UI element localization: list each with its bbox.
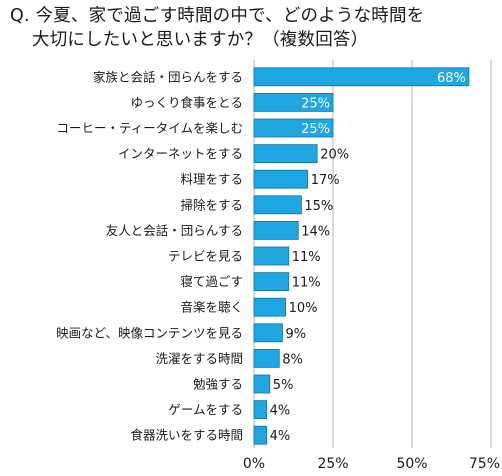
bar-11: [253, 323, 283, 343]
category-label-8: テレビを見る: [168, 249, 243, 264]
value-label-13: 5%: [273, 378, 294, 393]
value-label-2: 25%: [301, 96, 330, 111]
bar-7: [253, 220, 299, 240]
category-label-3: コーヒー・ティータイムを楽しむ: [56, 121, 243, 136]
value-label-8: 11%: [292, 250, 321, 265]
bar-14: [253, 400, 268, 420]
category-label-12: 洗濯をする時間: [155, 351, 243, 366]
category-label-10: 音楽を聴く: [180, 300, 243, 315]
bar-5: [253, 169, 309, 189]
category-label-15: 食器洗いをする時間: [130, 428, 243, 443]
bar-8: [253, 246, 290, 266]
value-label-6: 15%: [304, 199, 333, 214]
bars: [253, 67, 470, 445]
bar-1: [253, 67, 470, 87]
category-label-1: 家族と会話・団らんをする: [93, 69, 243, 84]
bar-3: [253, 118, 334, 138]
value-label-3: 25%: [301, 122, 330, 137]
category-label-6: 掃除をする: [180, 197, 243, 212]
value-labels: 68% 25% 25% 20% 17% 15% 14% 11% 11% 10% 9% 8% 5% 4% 4%: [270, 71, 466, 444]
bar-6: [253, 195, 302, 215]
bar-4: [253, 144, 318, 164]
value-label-4: 20%: [320, 148, 349, 163]
category-label-2: ゆっくり食事をとる: [130, 95, 243, 110]
x-tick-label-75: 75%: [469, 456, 500, 472]
x-tick-label-0: 0%: [243, 456, 265, 472]
category-labels: 家族と会話・団らんをするゆっくり食事をとるコーヒー・ティータイムを楽しむインター…: [56, 69, 243, 442]
value-label-10: 10%: [289, 301, 318, 316]
bar-2: [253, 93, 334, 112]
category-label-9: 寝て過ごす: [180, 274, 243, 289]
value-label-15: 4%: [270, 429, 291, 444]
chart-title-line-2: 大切にしたいと思いますか？（複数回答）: [32, 30, 369, 50]
category-label-4: インターネットをする: [118, 146, 243, 161]
chart-title: Q. 今夏、家で過ごす時間の中で、どのような時間を 大切にしたいと思いますか？（…: [10, 4, 500, 52]
x-tick-label-25: 25%: [317, 456, 348, 472]
chart-title-line-1: Q. 今夏、家で過ごす時間の中で、どのような時間を: [10, 6, 425, 26]
value-label-7: 14%: [301, 224, 330, 239]
category-label-11: 映画など、映像コンテンツを見る: [56, 325, 243, 340]
x-tick-label-50: 50%: [396, 456, 427, 472]
bar-9: [253, 272, 290, 292]
category-label-14: ゲームをする: [168, 402, 243, 417]
value-label-5: 17%: [311, 173, 340, 188]
category-label-7: 友人と会話・団らんする: [106, 223, 243, 238]
bar-15: [253, 425, 268, 445]
category-label-13: 勉強する: [193, 377, 243, 392]
bar-10: [253, 297, 287, 317]
value-label-14: 4%: [270, 404, 291, 419]
category-label-5: 料理をする: [180, 172, 243, 187]
bar-13: [253, 374, 271, 394]
value-label-9: 11%: [292, 276, 321, 291]
bar-12: [253, 348, 280, 368]
value-label-12: 8%: [282, 352, 303, 367]
value-label-11: 9%: [285, 327, 306, 342]
x-axis-tick-labels: 0% 25% 50% 75%: [243, 456, 500, 472]
value-label-1: 68%: [437, 71, 466, 86]
